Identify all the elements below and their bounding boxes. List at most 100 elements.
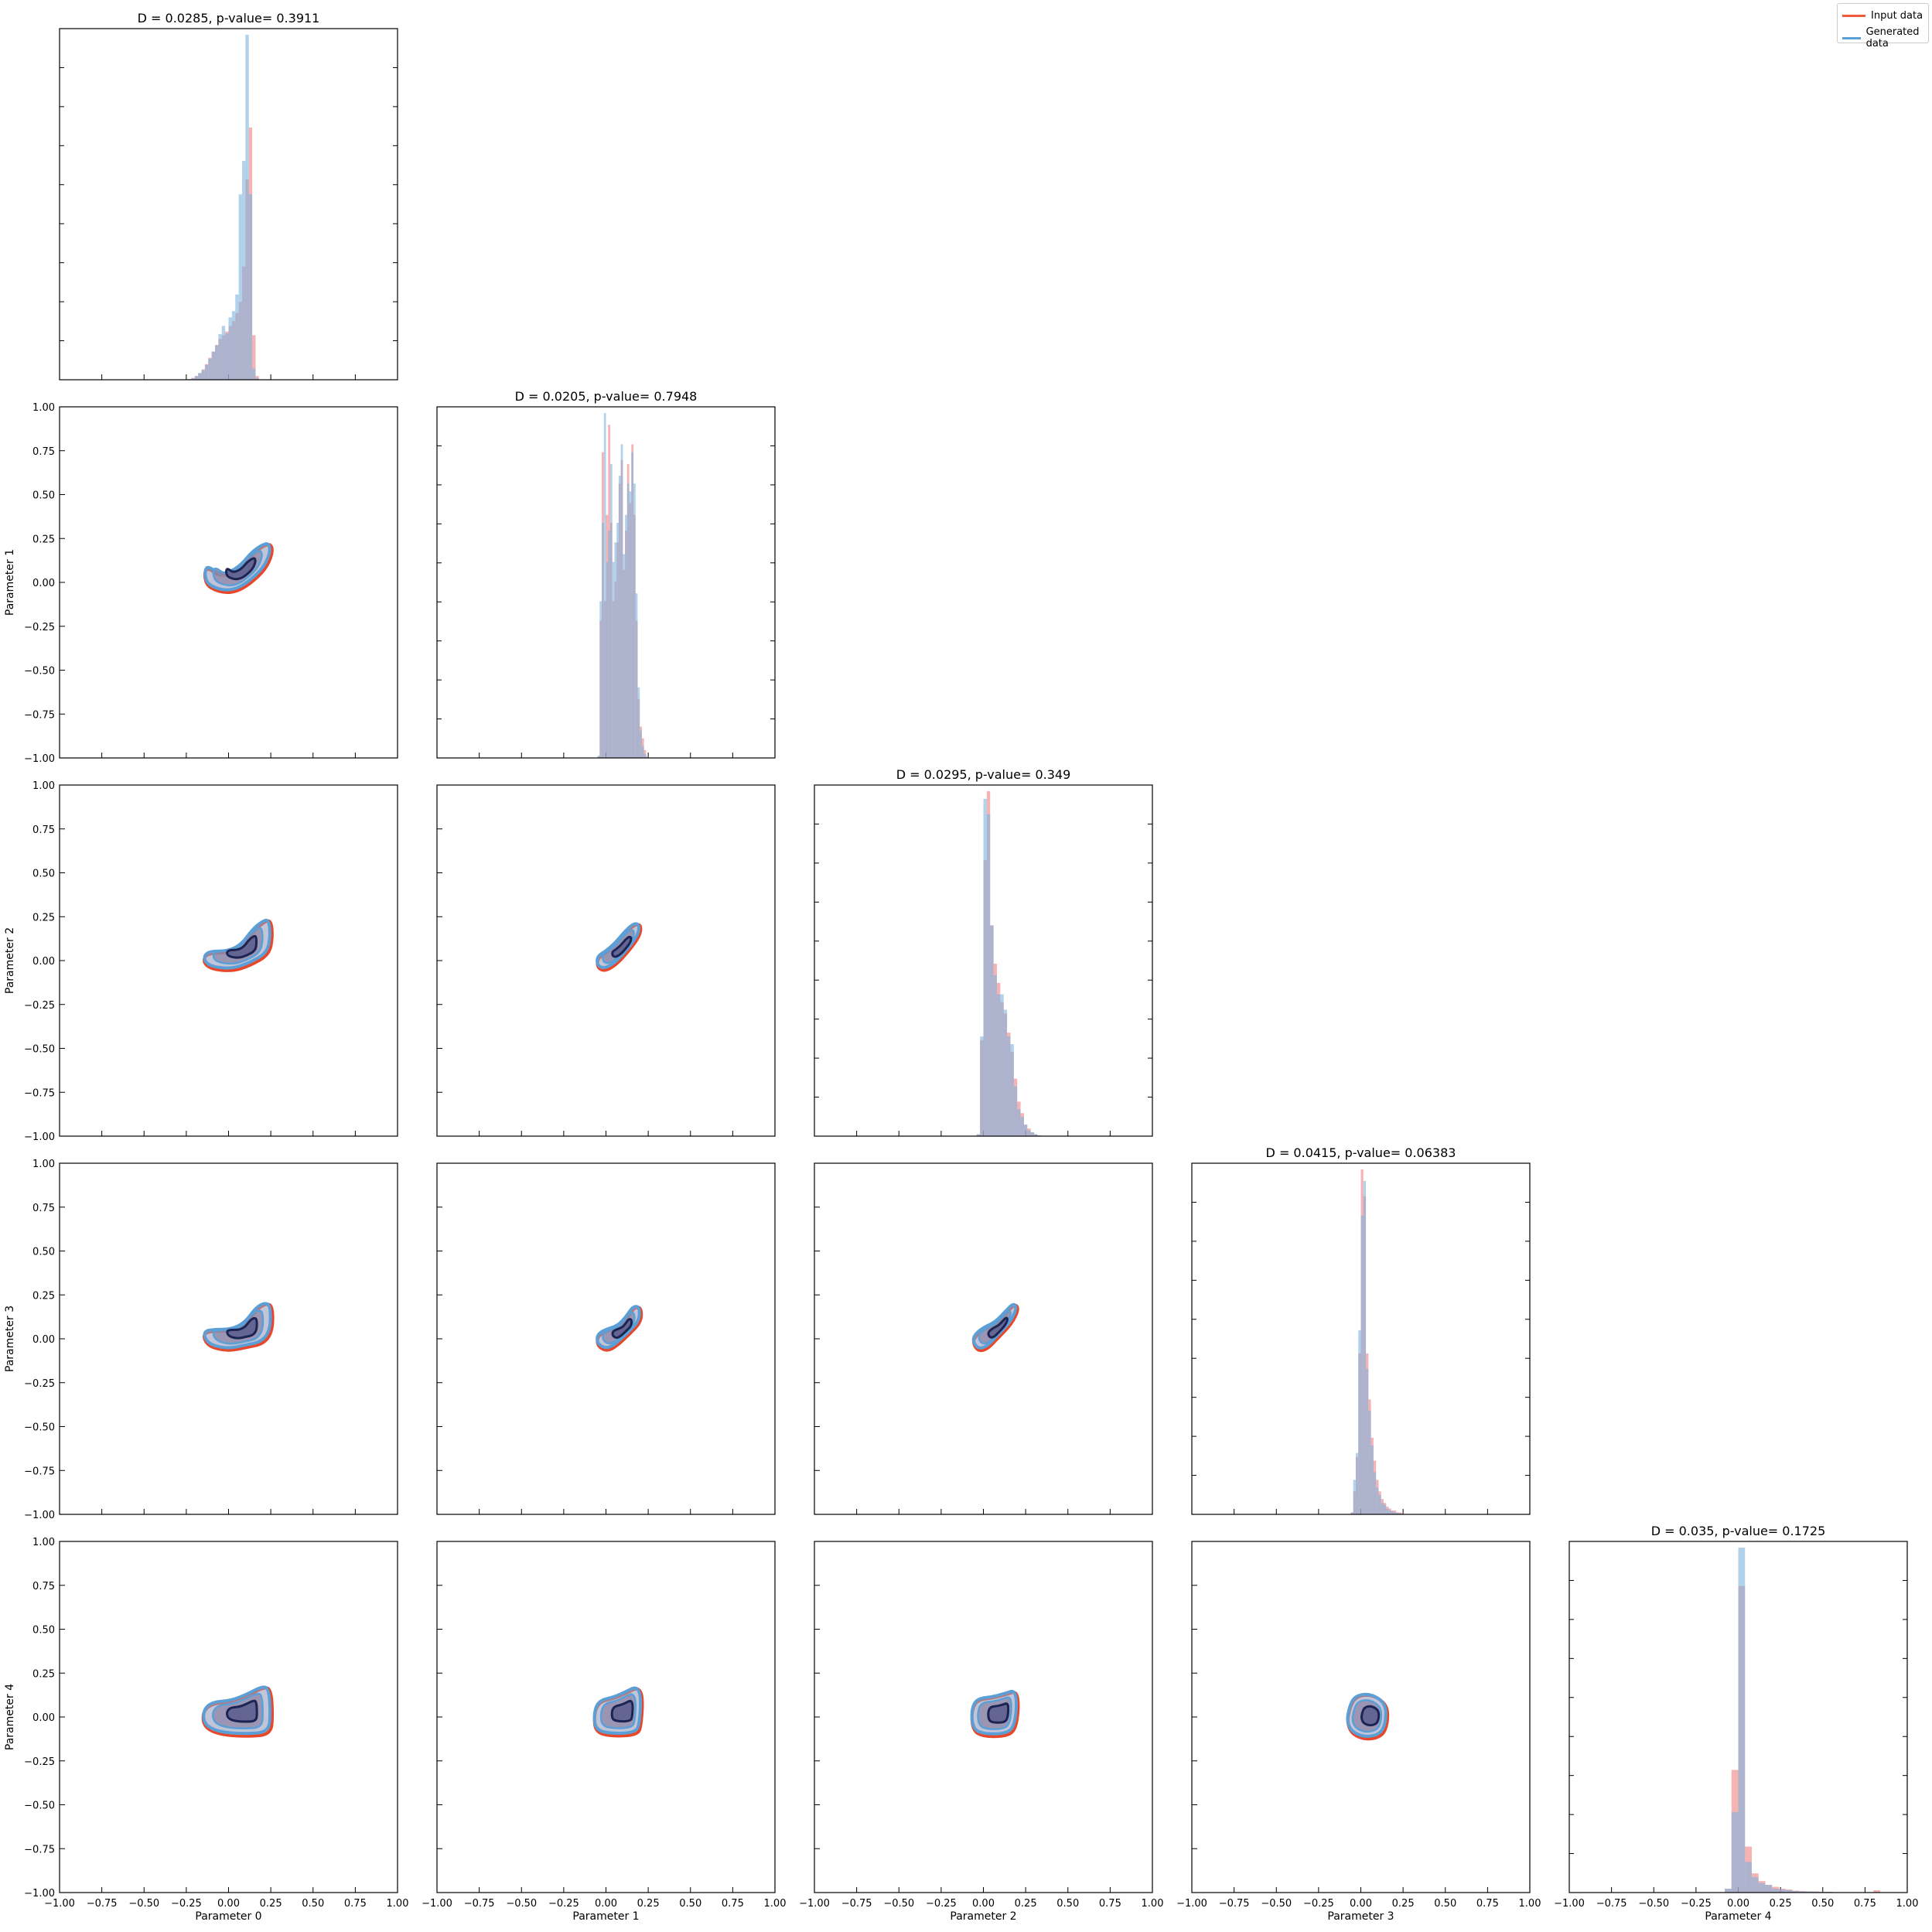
hist-bar-generated xyxy=(204,364,209,380)
panel-border xyxy=(59,1162,398,1515)
x-tick-label: −0.50 xyxy=(128,1898,159,1910)
x-tick-label: 0.00 xyxy=(972,1898,995,1910)
x-axis-label: Parameter 4 xyxy=(1705,1910,1771,1923)
x-tick-label: 0.50 xyxy=(679,1898,701,1910)
x-tick-label: −1.00 xyxy=(1176,1898,1207,1910)
y-tick-label: 0.25 xyxy=(32,1290,55,1302)
contour-core xyxy=(987,1316,1009,1339)
x-tick-label: −1.00 xyxy=(44,1898,75,1910)
panel-border xyxy=(814,1162,1153,1515)
hist-bar-input xyxy=(252,335,256,380)
x-axis-label: Parameter 1 xyxy=(572,1910,639,1923)
y-tick-label: −0.50 xyxy=(24,666,55,678)
x-tick-label: 0.25 xyxy=(1770,1898,1792,1910)
x-tick-label: 0.75 xyxy=(344,1898,367,1910)
hist-bar-generated xyxy=(1381,1503,1384,1514)
x-tick-label: −0.50 xyxy=(1261,1898,1292,1910)
hist-bar-generated xyxy=(1355,1452,1359,1514)
hist-bar-generated xyxy=(614,542,617,758)
x-tick-label: −0.25 xyxy=(171,1898,202,1910)
hist-bar-generated xyxy=(1805,1891,1813,1893)
x-tick-label: −0.75 xyxy=(1219,1898,1250,1910)
y-axis-label: Parameter 3 xyxy=(4,1306,16,1372)
y-tick-label: 0.00 xyxy=(32,1712,55,1724)
hist-bar-generated xyxy=(245,35,249,380)
panel-border xyxy=(59,1541,398,1893)
hist-bar-generated xyxy=(1007,1036,1011,1136)
hist-bar-generated xyxy=(1373,1472,1377,1514)
y-tick-label: −0.50 xyxy=(24,1801,55,1812)
hist-bar-generated xyxy=(1360,1215,1364,1514)
x-tick-label: 1.00 xyxy=(1519,1898,1541,1910)
hist-bar-generated xyxy=(1378,1495,1381,1514)
y-tick-label: 1.00 xyxy=(32,402,55,414)
x-tick-label: −1.00 xyxy=(422,1898,452,1910)
panel-2-1 xyxy=(436,784,776,1137)
x-tick-label: −0.75 xyxy=(464,1898,495,1910)
x-axis-label: Parameter 0 xyxy=(195,1910,261,1923)
x-tick-label: −0.50 xyxy=(1638,1898,1669,1910)
panel-border xyxy=(59,406,398,759)
y-tick-label: −0.75 xyxy=(24,709,55,721)
hist-bar-generated xyxy=(252,368,256,380)
hist-bar-generated xyxy=(1370,1445,1374,1514)
x-tick-label: −0.50 xyxy=(883,1898,914,1910)
hist-bar-generated xyxy=(1020,1117,1024,1136)
hist-bar-generated xyxy=(637,687,640,758)
hist-bar-generated xyxy=(625,514,627,758)
hist-bar-generated xyxy=(221,326,226,380)
x-tick-label: 1.00 xyxy=(387,1898,409,1910)
x-tick-label: 1.00 xyxy=(1896,1898,1919,1910)
hist-bar-generated xyxy=(1792,1891,1800,1893)
hist-bar-generated xyxy=(1765,1885,1773,1893)
y-tick-label: 0.75 xyxy=(32,1203,55,1214)
hist-bar-generated xyxy=(201,370,205,380)
x-tick-label: −0.50 xyxy=(506,1898,537,1910)
hist-bar-generated xyxy=(620,444,623,758)
panel-border xyxy=(1191,1541,1531,1893)
panel-border xyxy=(814,784,1153,1137)
y-tick-label: 0.00 xyxy=(32,956,55,968)
contour-core xyxy=(225,557,257,581)
y-tick-label: −0.75 xyxy=(24,1087,55,1099)
panel-4-0: −1.00 −0.75 −0.50 −0.25 0.00 0.25 0.50 0.75 1.00… xyxy=(4,1537,408,1923)
y-tick-label: −0.25 xyxy=(24,1756,55,1768)
hist-bar-generated xyxy=(1034,1134,1038,1136)
y-tick-label: 1.00 xyxy=(32,1159,55,1170)
hist-bar-generated xyxy=(643,753,647,758)
x-tick-label: −0.25 xyxy=(548,1898,579,1910)
x-tick-label: 0.25 xyxy=(260,1898,282,1910)
hist-bar-generated xyxy=(235,294,239,380)
hist-bar-generated xyxy=(976,1134,981,1136)
x-tick-label: 0.75 xyxy=(1854,1898,1876,1910)
y-tick-label: 1.00 xyxy=(32,1537,55,1548)
hist-bar-generated xyxy=(1010,1044,1014,1136)
x-tick-label: −0.25 xyxy=(1303,1898,1334,1910)
x-axis-label: Parameter 3 xyxy=(1327,1910,1394,1923)
panel-border xyxy=(1191,1162,1531,1515)
hist-bar-generated xyxy=(1030,1132,1035,1136)
panel-border xyxy=(814,1541,1153,1893)
panel-4-1: −1.00 −0.75 −0.50 −0.25 0.00 0.25 0.50 0.75 1.00… xyxy=(422,1541,786,1923)
hist-bar-generated xyxy=(608,531,610,758)
hist-bar-generated xyxy=(626,483,630,758)
hist-bar-generated xyxy=(1368,1411,1371,1514)
histogram-title: D = 0.0415, p-value= 0.06383 xyxy=(1266,1145,1456,1160)
panel-3-2 xyxy=(814,1162,1153,1515)
panel-border xyxy=(436,784,776,1137)
y-tick-label: −0.75 xyxy=(24,1844,55,1855)
legend-entry-generated: Generated data xyxy=(1842,26,1928,49)
contour-core xyxy=(611,935,633,958)
panel-border xyxy=(59,784,398,1137)
x-tick-label: 0.00 xyxy=(595,1898,617,1910)
x-tick-label: −0.25 xyxy=(926,1898,957,1910)
hist-bar-generated xyxy=(1388,1510,1391,1514)
y-tick-label: −0.50 xyxy=(24,1044,55,1056)
hist-bar-generated xyxy=(238,194,242,380)
y-axis-label: Parameter 1 xyxy=(4,549,16,616)
y-tick-label: −0.50 xyxy=(24,1422,55,1434)
y-tick-label: −0.75 xyxy=(24,1466,55,1477)
hist-bar-generated xyxy=(248,194,253,380)
hist-bar-generated xyxy=(1772,1889,1779,1893)
